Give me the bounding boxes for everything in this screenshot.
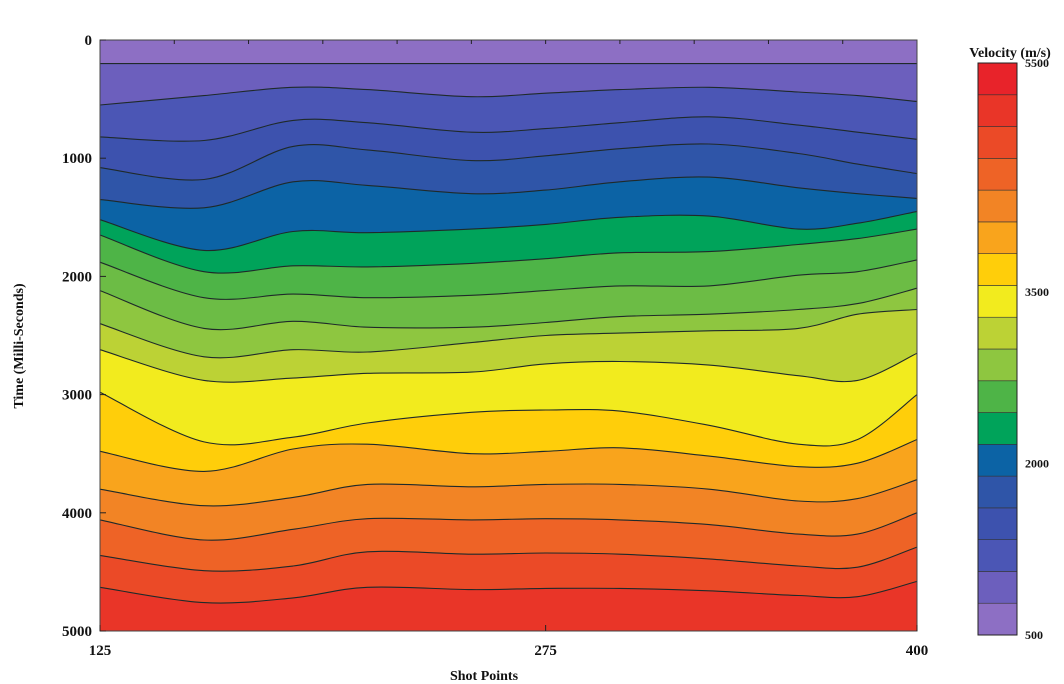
colorbar: 5500 3500 2000 500 — [977, 56, 1049, 642]
x-tick-label: 275 — [534, 643, 557, 659]
colorbar-tick-label: 500 — [1025, 628, 1043, 642]
colorbar-frame — [977, 62, 1018, 636]
colorbar-level — [977, 221, 1018, 254]
colorbar-tick-label: 2000 — [1025, 456, 1049, 470]
colorbar-level — [977, 571, 1018, 604]
contour-lines — [99, 63, 918, 604]
colorbar-level — [977, 94, 1018, 127]
contour-line — [99, 210, 918, 251]
contour-line — [99, 349, 918, 383]
colorbar-level — [977, 316, 1018, 350]
colorbar-level — [977, 62, 1018, 96]
contour-line — [99, 176, 918, 209]
x-tick-label: 400 — [906, 643, 929, 659]
contour-line — [99, 228, 918, 274]
colorbar-level — [977, 189, 1018, 223]
colorbar-level — [977, 158, 1018, 191]
colorbar-title: Velocity (m/s) — [969, 46, 1051, 61]
contour-line — [99, 287, 918, 331]
colorbar-level — [977, 285, 1018, 318]
contour-band — [99, 39, 918, 64]
y-tick-label: 5000 — [62, 624, 92, 640]
colorbar-level — [977, 507, 1018, 540]
contour-line — [99, 546, 918, 572]
y-tick-label: 0 — [85, 33, 93, 49]
colorbar-tick-label: 3500 — [1025, 285, 1049, 299]
colorbar-level — [977, 412, 1018, 445]
colorbar-level — [977, 348, 1018, 382]
colorbar-level — [977, 126, 1018, 159]
contour-line — [99, 86, 918, 106]
plot-frame — [99, 39, 918, 632]
y-tick-label: 4000 — [62, 506, 92, 522]
y-axis-title: Time (Milli-Seconds) — [12, 283, 27, 409]
y-tick-label: 2000 — [62, 269, 92, 285]
colorbar-level — [977, 444, 1018, 477]
colorbar-level — [977, 253, 1018, 286]
contour-line — [99, 391, 918, 447]
contour-line — [99, 512, 918, 541]
y-axis: 0 1000 2000 3000 4000 5000 — [62, 33, 106, 640]
colorbar-level — [977, 380, 1018, 413]
y-tick-label: 3000 — [62, 388, 92, 404]
contour-line — [99, 580, 918, 604]
x-axis-title: Shot Points — [450, 669, 519, 684]
x-axis: 125 275 400 — [89, 40, 929, 659]
colorbar-level — [977, 602, 1018, 636]
contour-line — [99, 438, 918, 472]
contour-line — [99, 143, 918, 181]
contour-line — [99, 479, 918, 507]
colorbar-level — [977, 539, 1018, 572]
contour-line — [99, 116, 918, 142]
x-tick-label: 125 — [89, 643, 112, 659]
contour-line — [99, 308, 918, 359]
colorbar-tick-label: 5500 — [1025, 56, 1049, 70]
contour-line — [99, 259, 918, 300]
colorbar-level — [977, 475, 1018, 509]
contour-bands — [99, 39, 918, 632]
y-tick-label: 1000 — [62, 151, 92, 167]
